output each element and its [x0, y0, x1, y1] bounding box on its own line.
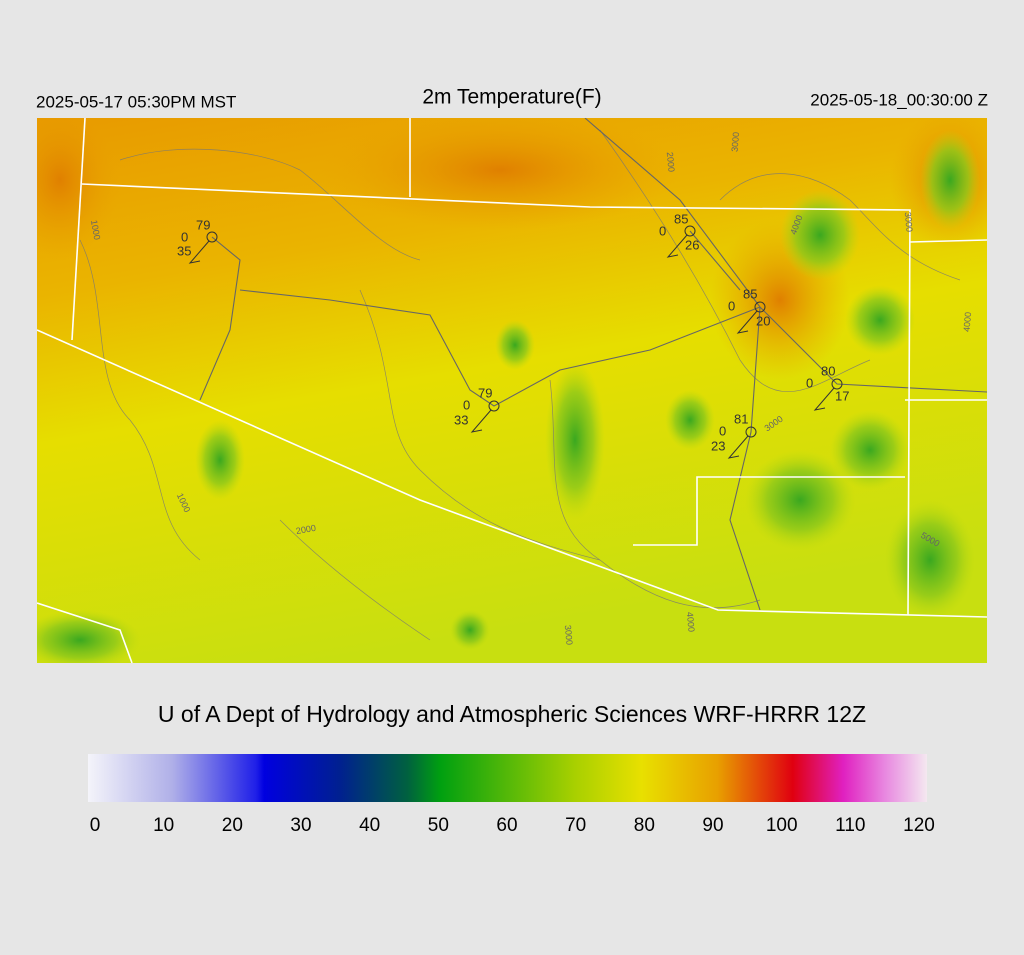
valid-time-local: 2025-05-17 05:30PM MST: [36, 92, 236, 111]
station-temperature: 79: [196, 217, 210, 232]
contour-label: 4000: [685, 612, 697, 633]
colorbar-tick-label: 0: [90, 815, 101, 836]
station-marker: [831, 378, 843, 390]
wind-barb: [470, 409, 492, 433]
contour-label: 2000: [665, 152, 677, 173]
station-marker: [488, 400, 500, 412]
colorbar-tick-label: 120: [903, 815, 935, 836]
station-marker: [754, 301, 766, 313]
colorbar-tick-label: 40: [359, 815, 380, 836]
contour-label: 2000: [295, 523, 316, 536]
colorbar-tick-label: 80: [634, 815, 655, 836]
contour-label: 3000: [903, 212, 915, 233]
station-marker: [745, 426, 757, 438]
contour-label: 4000: [962, 312, 974, 333]
contour-label: 1000: [89, 219, 102, 240]
colorbar-tick-label: 110: [835, 815, 865, 836]
station-wind-speed: 26: [685, 237, 699, 252]
station-marker: [206, 231, 218, 243]
station-wind-speed: 35: [177, 243, 191, 258]
colorbar-tick-label: 30: [290, 815, 311, 836]
wind-barb: [188, 240, 210, 264]
station-wind-direction: 0: [181, 229, 188, 244]
contour-label: 3000: [563, 625, 575, 646]
colorbar-tick-label: 100: [766, 815, 798, 836]
colorbar-tick-label: 50: [428, 815, 449, 836]
contour-label: 3000: [730, 132, 742, 153]
wind-barb: [666, 234, 688, 258]
station-wind-direction: 0: [659, 223, 666, 238]
station-wind-speed: 23: [711, 438, 725, 453]
colorbar-tick-label: 70: [565, 815, 586, 836]
station-wind-direction: 0: [719, 423, 726, 438]
footer-title: U of A Dept of Hydrology and Atmospheric…: [158, 701, 866, 727]
station-marker: [684, 225, 696, 237]
station-temperature: 80: [821, 363, 835, 378]
station-temperature: 81: [734, 411, 748, 426]
station-wind-direction: 0: [728, 298, 735, 313]
wind-barb: [736, 310, 758, 334]
station-wind-direction: 0: [806, 375, 813, 390]
station-wind-speed: 17: [835, 388, 849, 403]
colorbar-tick-label: 10: [153, 815, 174, 836]
wind-barb: [727, 435, 749, 459]
colorbar-tick-label: 20: [222, 815, 243, 836]
valid-time-utc: 2025-05-18_00:30:00 Z: [810, 90, 988, 109]
station-temperature: 85: [743, 286, 757, 301]
station-temperature: 85: [674, 211, 688, 226]
station-wind-speed: 20: [756, 313, 770, 328]
colorbar: [88, 754, 927, 802]
wind-barb: [813, 387, 835, 411]
map-title: 2m Temperature(F): [422, 86, 601, 109]
colorbar-tick-label: 90: [702, 815, 723, 836]
colorbar-tick-label: 60: [496, 815, 517, 836]
station-wind-direction: 0: [463, 397, 470, 412]
station-temperature: 79: [478, 385, 492, 400]
station-wind-speed: 33: [454, 412, 468, 427]
